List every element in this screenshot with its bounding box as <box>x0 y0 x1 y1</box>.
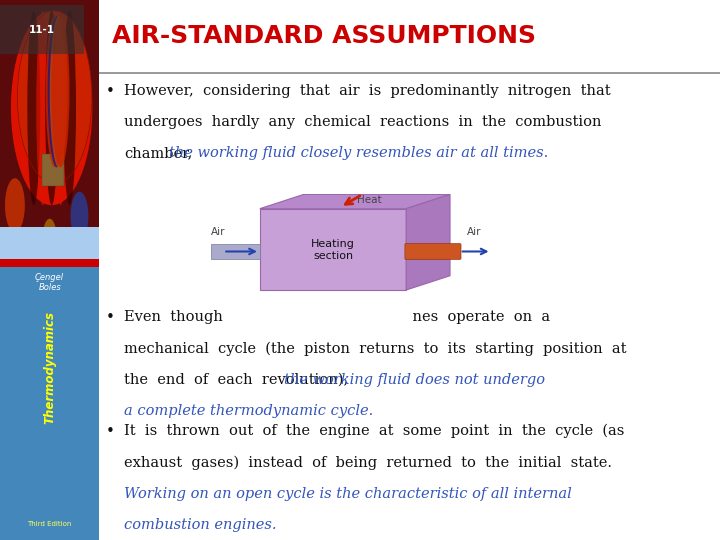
Text: •: • <box>106 424 115 439</box>
Polygon shape <box>260 194 450 208</box>
Ellipse shape <box>11 11 92 205</box>
Text: exhaust  gases)  instead  of  being  returned  to  the  initial  state.: exhaust gases) instead of being returned… <box>124 455 612 470</box>
Ellipse shape <box>45 16 63 167</box>
Text: Even  though                                         nes  operate  on  a: Even though nes operate on a <box>124 310 550 325</box>
Text: Third Edition: Third Edition <box>27 521 72 526</box>
Ellipse shape <box>63 11 76 205</box>
FancyBboxPatch shape <box>211 244 260 259</box>
Ellipse shape <box>45 11 58 205</box>
Text: 11-1: 11-1 <box>29 25 55 35</box>
Ellipse shape <box>27 11 40 205</box>
Ellipse shape <box>17 11 92 184</box>
Text: undergoes  hardly  any  chemical  reactions  in  the  combustion: undergoes hardly any chemical reactions … <box>124 115 602 129</box>
Bar <box>0 0 99 259</box>
Polygon shape <box>406 194 450 290</box>
Text: a complete thermodynamic cycle.: a complete thermodynamic cycle. <box>124 404 374 418</box>
Text: Air: Air <box>211 227 225 237</box>
Ellipse shape <box>5 178 24 232</box>
Ellipse shape <box>36 11 49 205</box>
Ellipse shape <box>48 16 66 167</box>
Text: combustion engines.: combustion engines. <box>124 518 276 532</box>
Bar <box>0 227 99 259</box>
Text: AIR-STANDARD ASSUMPTIONS: AIR-STANDARD ASSUMPTIONS <box>112 24 536 48</box>
Text: Air: Air <box>467 227 482 237</box>
FancyBboxPatch shape <box>0 5 84 54</box>
Text: •: • <box>106 310 115 326</box>
Ellipse shape <box>54 11 67 205</box>
Ellipse shape <box>71 192 89 240</box>
Bar <box>42 154 63 186</box>
Text: mechanical  cycle  (the  piston  returns  to  its  starting  position  at: mechanical cycle (the piston returns to … <box>124 342 626 356</box>
FancyBboxPatch shape <box>405 244 461 259</box>
Bar <box>0 259 99 540</box>
Ellipse shape <box>50 16 68 167</box>
Ellipse shape <box>42 219 57 256</box>
Text: chamber,: chamber, <box>124 146 192 160</box>
Text: •: • <box>106 84 115 99</box>
Text: It  is  thrown  out  of  the  engine  at  some  point  in  the  cycle  (as: It is thrown out of the engine at some p… <box>124 424 624 438</box>
Text: However,  considering  that  air  is  predominantly  nitrogen  that: However, considering that air is predomi… <box>124 84 611 98</box>
Text: the  end  of  each  revolution),: the end of each revolution), <box>124 373 348 387</box>
Ellipse shape <box>52 16 70 167</box>
Text: Heating
section: Heating section <box>311 239 355 261</box>
Bar <box>0 0 99 259</box>
Text: Working on an open cycle is the characteristic of all internal: Working on an open cycle is the characte… <box>124 487 572 501</box>
Text: the working fluid closely resembles air at all times.: the working fluid closely resembles air … <box>169 146 549 160</box>
Text: Çengel
Boles: Çengel Boles <box>35 273 64 292</box>
Text: Heat: Heat <box>357 195 382 205</box>
Text: Thermodynamics: Thermodynamics <box>43 310 56 424</box>
Polygon shape <box>260 208 406 290</box>
Text: the working fluid does not undergo: the working fluid does not undergo <box>284 373 545 387</box>
Bar <box>0 259 99 267</box>
